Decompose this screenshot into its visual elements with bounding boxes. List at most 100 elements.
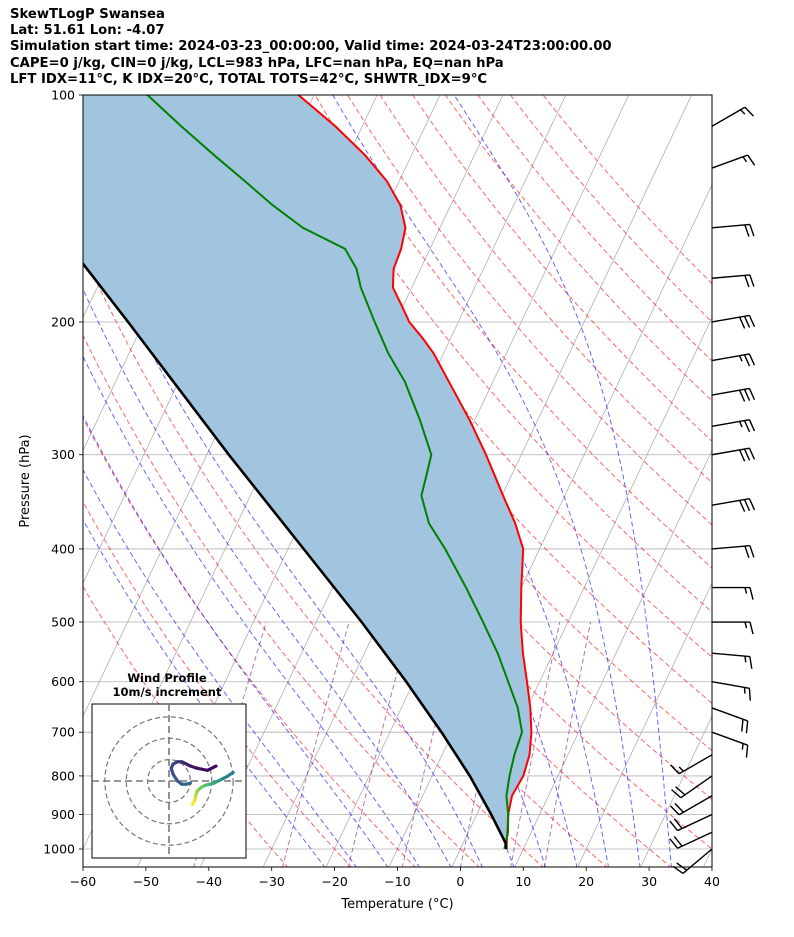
barb-flag <box>676 862 688 871</box>
wind-barb <box>711 106 755 127</box>
barb-flag <box>748 353 756 366</box>
y-tick-label: 700 <box>51 725 75 740</box>
barb-flag <box>743 448 751 461</box>
barb-flag <box>749 587 754 600</box>
barb-flag <box>738 316 746 329</box>
dry-adiabat <box>444 95 712 402</box>
barb-flag <box>743 315 751 328</box>
mixing-ratio-line <box>543 621 592 867</box>
barb-shaft <box>711 314 750 323</box>
y-tick-label: 600 <box>51 674 75 689</box>
barb-shaft <box>677 813 713 832</box>
barb-flag <box>744 224 750 237</box>
y-tick-label: 100 <box>51 88 75 103</box>
isotherm-line <box>766 78 794 868</box>
wind-barb <box>711 447 756 462</box>
x-tick-label: 40 <box>704 874 720 889</box>
x-tick-label: −20 <box>321 874 347 889</box>
moist-adiabat <box>453 95 672 867</box>
cape-line: CAPE=0 j/kg, CIN=0 j/kg, LCL=983 hPa, LF… <box>10 55 504 71</box>
moist-adiabat <box>83 414 389 867</box>
dry-adiabat <box>347 95 712 526</box>
y-tick-label: 400 <box>51 541 75 556</box>
chart-title: SkewTLogP Swansea <box>10 7 165 22</box>
chart-header: SkewTLogP Swansea Lat: 51.61 Lon: -4.07 … <box>10 7 612 88</box>
barb-shaft <box>711 681 750 690</box>
barb-flag <box>748 688 751 701</box>
barb-flag <box>743 420 751 433</box>
wind-barb <box>669 795 713 816</box>
barb-shaft <box>711 353 750 362</box>
hodograph-trace <box>225 770 235 779</box>
barb-flag <box>744 545 750 558</box>
barb-shaft <box>680 775 713 799</box>
wind-barb <box>711 274 755 288</box>
barb-half-flag <box>738 355 743 362</box>
wind-barb <box>711 707 749 734</box>
moist-adiabat <box>83 519 326 867</box>
barb-flag <box>741 719 744 732</box>
x-tick-label: 0 <box>456 874 464 889</box>
wind-barb <box>711 223 755 237</box>
y-tick-label: 300 <box>51 447 75 462</box>
barb-flag <box>745 745 749 758</box>
cape-area <box>83 95 532 849</box>
x-tick-label: 10 <box>515 874 531 889</box>
mixing-ratio-line <box>347 621 411 867</box>
moist-adiabat <box>241 95 609 867</box>
parcel-line <box>83 261 508 850</box>
moist-adiabat <box>83 468 357 867</box>
wind-barb <box>711 353 756 367</box>
isotherm-line <box>514 449 712 867</box>
barb-flag <box>672 865 684 874</box>
barb-flag <box>749 224 755 237</box>
isotherm-line <box>325 95 693 867</box>
barb-flag <box>674 802 684 813</box>
barb-shaft <box>711 447 750 456</box>
barb-flag <box>673 836 683 847</box>
x-tick-label: −30 <box>259 874 285 889</box>
dry-adiabat <box>83 417 416 867</box>
barb-flag <box>748 315 756 327</box>
x-tick-label: −40 <box>196 874 222 889</box>
barb-shaft <box>711 387 750 396</box>
barb-flag <box>738 500 746 512</box>
barb-flag <box>669 764 680 775</box>
barb-flag <box>748 388 756 401</box>
barb-shaft <box>711 544 750 550</box>
barb-flag <box>744 275 750 288</box>
isotherm-line <box>0 78 8 868</box>
barb-shaft <box>711 106 746 127</box>
x-tick-label: −60 <box>70 874 96 889</box>
barb-flag <box>738 449 746 462</box>
barb-flag <box>749 621 754 635</box>
y-axis-label: Pressure (hPa) <box>18 434 33 527</box>
barb-flag <box>745 720 749 734</box>
x-tick-label: 30 <box>641 874 657 889</box>
barb-flag <box>748 419 756 432</box>
wind-barb <box>669 754 713 775</box>
x-tick-label: −10 <box>384 874 410 889</box>
wind-barb <box>711 652 753 669</box>
barb-half-flag <box>738 421 743 428</box>
location-line: Lat: 51.61 Lon: -4.07 <box>10 23 165 39</box>
isotherm-line <box>640 715 712 867</box>
y-tick-label: 500 <box>51 615 75 630</box>
barb-half-flag <box>744 621 748 629</box>
dry-adiabat <box>379 95 712 484</box>
wind-barb <box>711 731 749 758</box>
y-tick-label: 900 <box>51 807 75 822</box>
barb-shaft <box>711 707 748 722</box>
barb-flag <box>675 786 686 796</box>
time-line: Simulation start time: 2024-03-23_00:00:… <box>10 39 612 55</box>
mixing-ratio-line <box>510 621 561 867</box>
y-tick-label: 1000 <box>43 842 75 857</box>
barb-shaft <box>711 652 750 658</box>
wind-barb <box>711 387 756 402</box>
barb-flag <box>669 838 679 849</box>
dry-adiabat <box>509 95 712 323</box>
barb-shaft <box>678 754 713 775</box>
wind-barb <box>711 544 755 558</box>
hodograph-trace <box>195 766 210 772</box>
